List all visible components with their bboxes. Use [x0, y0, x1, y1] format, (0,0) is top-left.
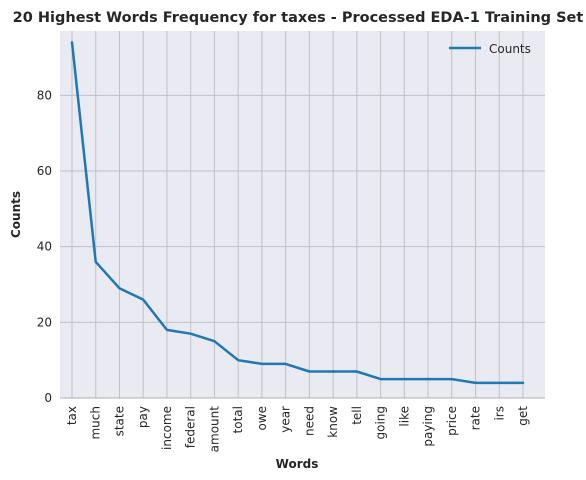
- y-tick-label: 60: [37, 164, 52, 178]
- x-tick-label: like: [397, 406, 411, 427]
- legend: Counts: [449, 42, 531, 56]
- x-tick-label: tax: [65, 406, 79, 425]
- legend-label: Counts: [489, 42, 531, 56]
- x-tick-label: price: [445, 406, 459, 436]
- y-axis-ticks: 0 20 40 60 80: [37, 88, 52, 405]
- x-tick-label: know: [326, 406, 340, 438]
- y-axis-label: Counts: [9, 191, 23, 238]
- chart-title: 20 Highest Words Frequency for taxes - P…: [13, 10, 584, 26]
- x-tick-label: irs: [492, 406, 506, 421]
- x-tick-label: get: [516, 406, 530, 426]
- x-tick-label: year: [279, 406, 293, 433]
- x-axis-label: Words: [276, 457, 319, 471]
- plot-area: [60, 31, 545, 398]
- y-tick-label: 80: [37, 88, 52, 102]
- x-tick-label: owe: [255, 406, 269, 431]
- series-layer: [70, 41, 525, 385]
- grid-lines: [60, 31, 545, 398]
- x-tick-label: much: [89, 406, 103, 440]
- y-tick-label: 0: [44, 391, 52, 405]
- x-tick-label: rate: [469, 406, 483, 430]
- y-tick-label: 40: [37, 240, 52, 254]
- x-tick-label: tell: [350, 406, 364, 425]
- series-line-counts: [70, 41, 525, 385]
- x-tick-label: going: [374, 406, 388, 440]
- x-tick-label: federal: [184, 406, 198, 448]
- x-axis-ticks: tax much state pay income federal amount total o…: [65, 406, 530, 453]
- x-tick-label: income: [160, 406, 174, 450]
- x-tick-label: pay: [136, 406, 150, 428]
- x-tick-label: state: [112, 406, 126, 436]
- x-tick-label: need: [302, 406, 316, 436]
- x-tick-label: paying: [421, 406, 435, 447]
- x-tick-label: total: [231, 406, 245, 433]
- x-tick-label: amount: [207, 406, 221, 453]
- y-tick-label: 20: [37, 315, 52, 329]
